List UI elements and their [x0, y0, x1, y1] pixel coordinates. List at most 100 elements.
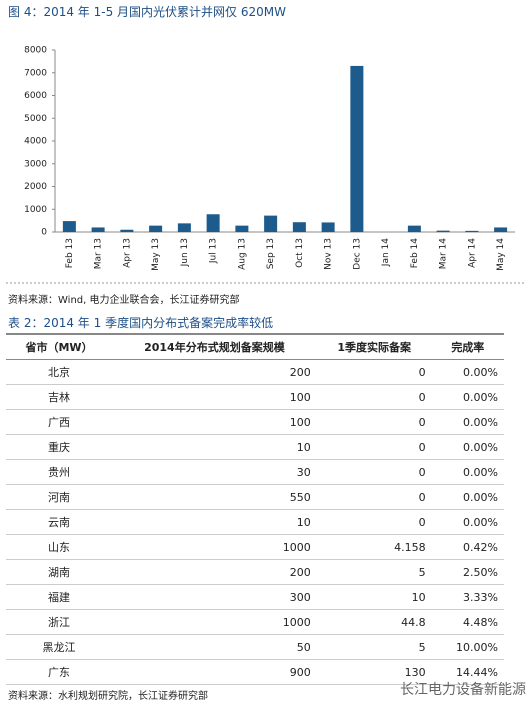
table-cell: 北京: [6, 359, 113, 385]
table-row: 山东 1000 4.158 0.42%: [6, 534, 504, 560]
table-row: 广西 100 0 0.00%: [6, 409, 504, 435]
bar: [494, 227, 508, 232]
x-tick-label: Jul 13: [209, 238, 219, 264]
table-cell: 0.00%: [431, 509, 504, 535]
table-cell: 福建: [6, 584, 113, 610]
x-tick-label: Jan 14: [381, 238, 391, 267]
table-cell: 0.42%: [431, 534, 504, 560]
table-cell: 14.44%: [431, 659, 504, 685]
table-row: 贵州 30 0 0.00%: [6, 459, 504, 485]
header-cell: 省市（MW）: [6, 333, 113, 360]
table-cell: 浙江: [6, 609, 113, 635]
table-cell: 广东: [6, 659, 113, 685]
x-tick-label: Sep 13: [266, 238, 276, 269]
table-cell: 44.8: [316, 609, 432, 635]
table-cell: 0.00%: [431, 434, 504, 460]
table-cell: 山东: [6, 534, 113, 560]
y-tick-label: 5000: [24, 114, 47, 124]
table-cell: 200: [112, 359, 317, 385]
header-row: 省市（MW） 2014年分布式规划备案规模 1季度实际备案 完成率: [6, 333, 504, 360]
table-cell: 湖南: [6, 559, 113, 585]
y-tick-label: 3000: [24, 159, 47, 169]
x-tick-label: Jun 13: [180, 238, 190, 267]
bar: [350, 65, 364, 232]
table-row: 云南 10 0 0.00%: [6, 509, 504, 535]
y-tick-label: 1000: [24, 205, 47, 215]
table-cell: 900: [112, 659, 317, 685]
x-tick-label: Aug 13: [237, 238, 247, 270]
table-cell: 4.158: [316, 534, 432, 560]
table-row: 浙江 1000 44.8 4.48%: [6, 609, 504, 635]
table-cell: 200: [112, 559, 317, 585]
x-tick-label: May 14: [496, 238, 506, 271]
table-cell: 0: [316, 359, 432, 385]
table-row: 黑龙江 50 5 10.00%: [6, 634, 504, 660]
table-row: 湖南 200 5 2.50%: [6, 559, 504, 585]
table-cell: 10.00%: [431, 634, 504, 660]
table-cell: 50: [112, 634, 317, 660]
table-cell: 300: [112, 584, 317, 610]
y-tick-label: 7000: [24, 68, 47, 78]
table-row: 北京 200 0 0.00%: [6, 359, 504, 385]
table-cell: 3.33%: [431, 584, 504, 610]
table-cell: 100: [112, 384, 317, 410]
table-cell: 0.00%: [431, 384, 504, 410]
table-cell: 4.48%: [431, 609, 504, 635]
table-cell: 10: [112, 434, 317, 460]
data-table: 省市（MW） 2014年分布式规划备案规模 1季度实际备案 完成率 北京 200 0 0.00…: [6, 333, 504, 685]
bar: [436, 230, 450, 232]
table-cell: 0: [316, 384, 432, 410]
watermark: 长江电力设备新能源: [400, 682, 526, 698]
table-cell: 1000: [112, 534, 317, 560]
table-cell: 10: [316, 584, 432, 610]
x-tick-label: Mar 14: [439, 238, 449, 270]
table-row: 广东 900 130 14.44%: [6, 659, 504, 685]
source-note: 资料来源：Wind, 电力企业联合会，长江证券研究部: [8, 295, 240, 306]
table-cell: 100: [112, 409, 317, 435]
table-cell: 广西: [6, 409, 113, 435]
table-cell: 0.00%: [431, 359, 504, 385]
table-cell: 云南: [6, 509, 113, 535]
table-cell: 吉林: [6, 384, 113, 410]
table-cell: 0: [316, 509, 432, 535]
table-row: 河南 550 0 0.00%: [6, 484, 504, 510]
source-note: 资料来源：水利规划研究院，长江证券研究部: [8, 691, 208, 702]
header-cell: 1季度实际备案: [316, 333, 432, 360]
table-row: 福建 300 10 3.33%: [6, 584, 504, 610]
table-row: 吉林 100 0 0.00%: [6, 384, 504, 410]
bar: [465, 230, 479, 232]
bar: [177, 223, 191, 232]
x-tick-label: Mar 13: [94, 238, 104, 269]
y-tick-label: 2000: [24, 182, 47, 192]
bar: [407, 225, 421, 232]
y-tick-label: 4000: [24, 137, 47, 147]
bar: [120, 229, 134, 232]
bar: [235, 225, 249, 232]
y-tick-label: 0: [41, 228, 47, 238]
y-tick-label: 8000: [24, 46, 47, 56]
table-cell: 2.50%: [431, 559, 504, 585]
table-cell: 10: [112, 509, 317, 535]
x-tick-label: Apr 14: [467, 238, 477, 268]
table-cell: 0: [316, 434, 432, 460]
figure-caption: 图 4：2014 年 1-5 月国内光伏累计并网仅 620MW: [8, 5, 286, 19]
table-cell: 0: [316, 459, 432, 485]
bar: [292, 222, 306, 232]
table-cell: 黑龙江: [6, 634, 113, 660]
header-cell: 2014年分布式规划备案规模: [112, 333, 317, 360]
table-cell: 河南: [6, 484, 113, 510]
table-cell: 550: [112, 484, 317, 510]
table-cell: 5: [316, 559, 432, 585]
x-tick-label: Nov 13: [324, 238, 334, 270]
table-cell: 重庆: [6, 434, 113, 460]
x-tick-label: Feb 13: [65, 238, 75, 268]
table-cell: 1000: [112, 609, 317, 635]
bar: [149, 225, 163, 232]
x-tick-label: Feb 14: [410, 238, 420, 269]
table-row: 重庆 10 0 0.00%: [6, 434, 504, 460]
bar: [321, 222, 335, 232]
x-tick-label: Apr 13: [122, 238, 132, 268]
y-tick-label: 6000: [24, 91, 47, 101]
chart: 0 1000 2000 3000 4000 5000 6000 7000 8000 Feb 13 M…: [6, 46, 526, 284]
